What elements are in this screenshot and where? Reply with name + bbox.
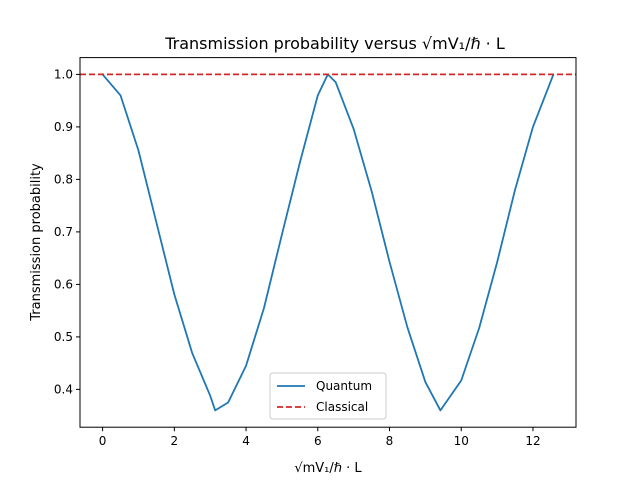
x-tick-label: 6: [314, 434, 322, 448]
series-layer: [80, 73, 576, 412]
x-tick-label: 8: [386, 434, 394, 448]
y-tick-label: 0.8: [54, 172, 73, 186]
legend-label-quantum: Quantum: [316, 379, 372, 393]
x-tick-label: 2: [171, 434, 179, 448]
y-tick-label: 0.4: [54, 382, 73, 396]
y-tick-label: 1.0: [54, 67, 73, 81]
y-axis-label: Transmission probability: [29, 163, 44, 322]
y-tick-label: 0.6: [54, 277, 73, 291]
x-tick-label: 12: [525, 434, 540, 448]
y-tick-label: 0.9: [54, 120, 73, 134]
x-tick-label: 10: [454, 434, 469, 448]
x-axis-label: √mV₁/ℏ · L: [294, 461, 362, 476]
y-axis: 0.4 0.5 0.6 0.7 0.8 0.9 1.0: [54, 67, 80, 396]
y-tick-label: 0.5: [54, 330, 73, 344]
y-tick-label: 0.7: [54, 225, 73, 239]
series-line-quantum: [101, 73, 555, 412]
plot-frame: [79, 57, 577, 428]
legend-label-classical: Classical: [316, 400, 368, 414]
x-tick-label: 4: [242, 434, 250, 448]
plot-area: [79, 57, 577, 428]
chart-title: Transmission probability versus √mV₁/ℏ ·…: [164, 34, 505, 53]
legend: Quantum Classical: [269, 372, 387, 420]
x-tick-label: 0: [99, 434, 107, 448]
x-axis: 0 2 4 6 8 10 12: [99, 427, 541, 448]
